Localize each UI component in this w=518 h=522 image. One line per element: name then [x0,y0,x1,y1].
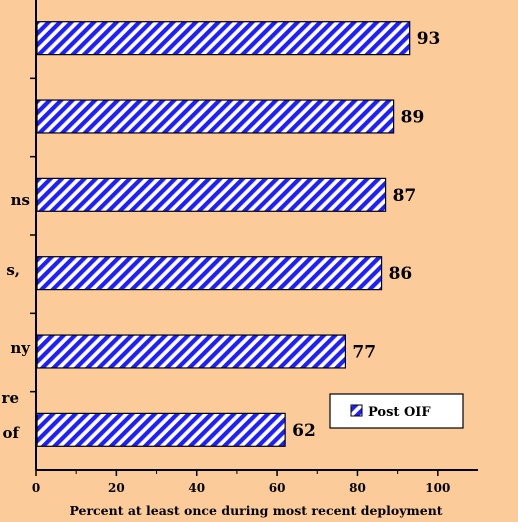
bar-value-label-0: 93 [417,29,441,49]
bar-value-labels: 93 89 87 86 77 62 [292,29,440,441]
category-label-fragment-3: s, [6,261,20,279]
bar-value-label-3: 86 [389,264,413,284]
x-tick-label-0: 0 [32,481,40,495]
bars [36,21,411,447]
category-label-fragments: ns s, ny re of [2,191,32,442]
x-tick-label-1: 20 [108,481,125,495]
x-tick-label-4: 80 [349,481,366,495]
category-label-fragment-4: ny [10,339,31,357]
x-axis-title: Percent at least once during most recent… [69,503,442,518]
plot-area: 93 89 87 86 77 62 [30,0,478,476]
bar-value-label-5: 62 [292,421,316,441]
category-label-fragment-5: re [2,389,19,407]
x-tick-label-5: 100 [425,481,450,495]
category-label-fragment-2: ns [11,191,30,209]
bar-value-label-2: 87 [393,186,417,206]
bar-5 [36,412,286,447]
bar-value-label-4: 77 [352,343,376,363]
x-axis-ticks [35,470,439,476]
category-label-fragment-6: of [3,424,21,442]
legend-swatch [350,404,363,417]
legend: Post OIF [329,393,464,429]
x-tick-label-2: 40 [188,481,205,495]
bar-value-label-1: 89 [401,108,425,128]
y-axis-ticks [30,77,36,393]
bar-1 [36,99,395,134]
bar-4 [36,334,346,369]
x-tick-label-3: 60 [269,481,286,495]
bar-2 [36,177,387,212]
bar-0 [36,21,411,56]
legend-entry-post-oif: Post OIF [368,405,431,420]
bar-3 [36,256,383,291]
x-axis-tick-labels: 0 20 40 60 80 100 [32,481,451,495]
